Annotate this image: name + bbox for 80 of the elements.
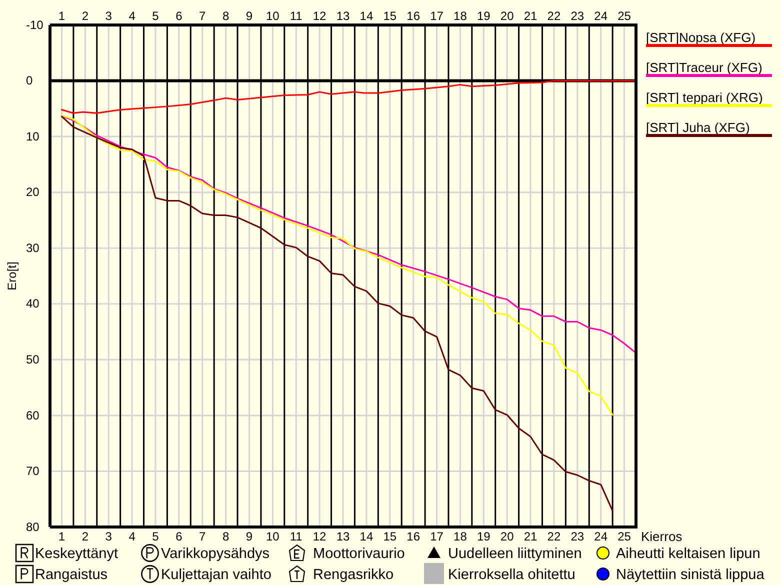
x2-tick-label: 16 — [406, 530, 420, 544]
x-tick-label: 4 — [128, 9, 136, 23]
x-tick-label: 13 — [336, 9, 350, 23]
x2-tick-label: 1 — [58, 530, 66, 544]
x2-tick-label: 25 — [618, 530, 632, 544]
x-tick-label: 23 — [570, 9, 584, 23]
y-axis-title: Ero[t] — [5, 262, 19, 290]
x2-tick-label: 21 — [524, 530, 538, 544]
y-tick-label: 0 — [26, 74, 33, 88]
x-axis-title: Kierros — [641, 529, 683, 544]
x-tick-label: 21 — [524, 9, 538, 23]
x2-tick-label: 2 — [82, 530, 89, 544]
x2-tick-label: 7 — [199, 530, 206, 544]
x2-tick-label: 6 — [176, 530, 183, 544]
x-tick-label: 5 — [152, 9, 160, 23]
text: Rengasrikko — [313, 567, 394, 583]
x2-tick-label: 17 — [430, 530, 444, 544]
y-tick-label: 60 — [26, 408, 40, 422]
text: Varikkopysähdys — [161, 546, 270, 562]
y-tick-label: 70 — [26, 464, 40, 478]
text: Moottorivaurio — [313, 546, 405, 562]
y-tick-label: 20 — [26, 185, 40, 200]
text: [SRT]Traceur (XFG) — [646, 60, 762, 75]
x2-tick-label: 18 — [454, 530, 468, 544]
y-tick-label: 10 — [26, 129, 40, 144]
text: [SRT] Juha (XFG) — [646, 120, 750, 135]
x2-tick-label: 5 — [152, 530, 160, 544]
x-tick-label: 6 — [176, 9, 183, 23]
x-tick-label: 24 — [594, 9, 608, 23]
y-tick-label: 80 — [26, 520, 40, 534]
x2-tick-label: 14 — [360, 530, 374, 544]
text: Aiheutti keltaisen lipun — [616, 546, 760, 562]
x-tick-label: 16 — [406, 9, 420, 23]
text: [SRT] teppari (XRG) — [646, 90, 763, 105]
x-tick-label: 1 — [58, 9, 66, 23]
x-tick-label: 7 — [199, 9, 206, 23]
x2-tick-label: 22 — [547, 530, 561, 544]
text: [SRT]Nopsa (XFG) — [646, 30, 756, 45]
x-tick-label: 12 — [312, 9, 327, 23]
line-series — [60, 114, 614, 416]
x2-tick-label: 10 — [266, 530, 280, 544]
x-tick-label: 20 — [500, 9, 514, 23]
x2-tick-label: 8 — [222, 530, 230, 544]
y-tick-label: 40 — [26, 296, 40, 311]
x2-tick-label: 19 — [476, 530, 491, 544]
line-series — [60, 116, 614, 512]
x-tick-label: 2 — [82, 9, 89, 23]
y-tick-label: 50 — [26, 352, 40, 367]
x2-tick-label: 11 — [290, 530, 303, 544]
line-series — [60, 115, 637, 354]
x-tick-label: 8 — [222, 9, 230, 23]
x-tick-label: 19 — [476, 9, 491, 23]
x-tick-label: 22 — [547, 9, 561, 23]
x2-tick-label: 23 — [570, 530, 584, 544]
x-tick-label: 9 — [246, 9, 253, 23]
y-tick-label: 30 — [26, 240, 40, 255]
x2-tick-label: 13 — [336, 530, 350, 544]
x2-tick-label: 24 — [594, 530, 608, 544]
line-series — [60, 80, 637, 114]
x-tick-label: 14 — [360, 9, 374, 23]
x2-tick-label: 20 — [500, 530, 514, 544]
text: Uudelleen liittyminen — [448, 546, 582, 562]
text: Keskeyttänyt — [35, 546, 118, 562]
x2-tick-label: 9 — [246, 530, 253, 544]
x-tick-label: 3 — [105, 9, 112, 23]
y-tick-label: -10 — [26, 18, 44, 32]
text: Rangaistus — [35, 567, 108, 583]
x2-tick-label: 12 — [312, 530, 327, 544]
x2-tick-label: 15 — [383, 530, 397, 544]
text: Kierroksella ohitettu — [448, 567, 576, 583]
x-tick-label: 25 — [618, 9, 632, 23]
x-tick-label: 18 — [454, 9, 468, 23]
x2-tick-label: 3 — [105, 530, 112, 544]
x-tick-label: 10 — [266, 9, 280, 23]
x-tick-label: 15 — [383, 9, 397, 23]
x-tick-label: 17 — [430, 9, 444, 23]
text: Näytettiin sinistä lippua — [616, 567, 766, 583]
x2-tick-label: 4 — [128, 530, 136, 544]
text: Kuljettajan vaihto — [161, 567, 272, 583]
x-tick-label: 11 — [290, 9, 303, 23]
